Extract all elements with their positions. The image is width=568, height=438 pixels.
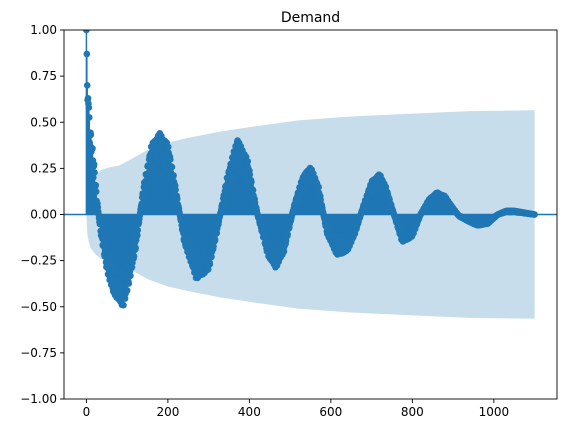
acf-point [167, 156, 174, 163]
acf-markers [83, 30, 538, 309]
axes: 0 200 400 600 800 1000 −1.00 −0.75 −0.50 −0.25 0.0… [20, 23, 558, 419]
acf-point [173, 195, 181, 203]
y-tick-label: −0.75 [20, 346, 57, 360]
y-tick-label: 0.75 [30, 69, 57, 83]
x-tick-label: 0 [83, 405, 91, 419]
y-tick-label: 1.00 [30, 23, 57, 37]
acf-point [107, 259, 114, 267]
acf-point [221, 195, 228, 203]
y-tick-label: 0.50 [30, 115, 57, 129]
acf-point [168, 163, 176, 171]
x-tick-label: 400 [238, 405, 261, 419]
acf-point [83, 50, 91, 58]
acf-point [222, 189, 230, 197]
acf-point [259, 223, 266, 231]
acf-point [249, 186, 257, 194]
y-tick-label: 0.25 [30, 161, 57, 175]
acf-point [284, 230, 291, 238]
acf-point [84, 94, 92, 102]
y-tick-label: −1.00 [20, 392, 57, 406]
plot-area [64, 30, 557, 319]
acf-point [127, 272, 134, 280]
x-tick-label: 1000 [479, 405, 510, 419]
acf-point [91, 169, 98, 176]
acf-point [113, 288, 121, 296]
acf-point [150, 161, 157, 169]
acf-point [210, 242, 217, 250]
acf-point [178, 217, 185, 224]
acf-point [148, 166, 156, 174]
acf-point [87, 131, 95, 139]
x-tick-label: 200 [156, 405, 179, 419]
acf-point [165, 143, 172, 151]
acf-point [208, 253, 215, 261]
acf-point [92, 188, 100, 196]
acf-point [315, 183, 322, 191]
acf-point [112, 262, 120, 269]
acf-point [186, 241, 194, 248]
chart-title: Demand [281, 10, 340, 26]
acf-point [244, 158, 252, 165]
acf-point [90, 161, 98, 168]
acf-point [233, 155, 241, 163]
acf-point [141, 188, 149, 196]
acf-point [211, 236, 219, 244]
acf-point [280, 248, 288, 255]
acf-point [179, 224, 187, 232]
acf-point [132, 244, 140, 252]
acf-point [110, 276, 118, 283]
acf-point [89, 144, 96, 152]
acf-point [531, 211, 538, 218]
acf-point [105, 251, 113, 258]
y-tick-label: 0.00 [30, 208, 57, 222]
acf-point [114, 269, 121, 276]
acf-point [96, 220, 104, 228]
acf-point [204, 266, 212, 273]
acf-point [125, 280, 133, 287]
acf-point [172, 186, 179, 194]
acf-point [153, 149, 161, 156]
acf-point [130, 253, 138, 260]
acf-point [120, 301, 127, 309]
x-tick-label: 800 [401, 405, 424, 419]
acf-point [85, 114, 93, 121]
acf-point [90, 174, 97, 181]
y-tick-label: −0.25 [20, 254, 57, 268]
acf-point [123, 287, 131, 294]
acf-point [134, 226, 142, 234]
acf-point [85, 104, 93, 111]
acf-point [98, 228, 106, 235]
acf-point [248, 178, 255, 186]
acf-point [143, 180, 151, 187]
acf-point [138, 200, 146, 207]
acf-point [134, 231, 141, 239]
acf-point [83, 30, 90, 34]
plot-clip-group [64, 30, 557, 319]
acf-point [83, 82, 91, 89]
acf-point [229, 172, 237, 180]
acf-point [170, 172, 177, 179]
acf-point [295, 195, 302, 203]
acf-point [246, 171, 254, 178]
acf-point [92, 181, 100, 189]
y-tick-label: −0.50 [20, 300, 57, 314]
x-tick-label: 600 [319, 405, 342, 419]
acf-point [206, 260, 214, 268]
acf-point [160, 156, 168, 164]
